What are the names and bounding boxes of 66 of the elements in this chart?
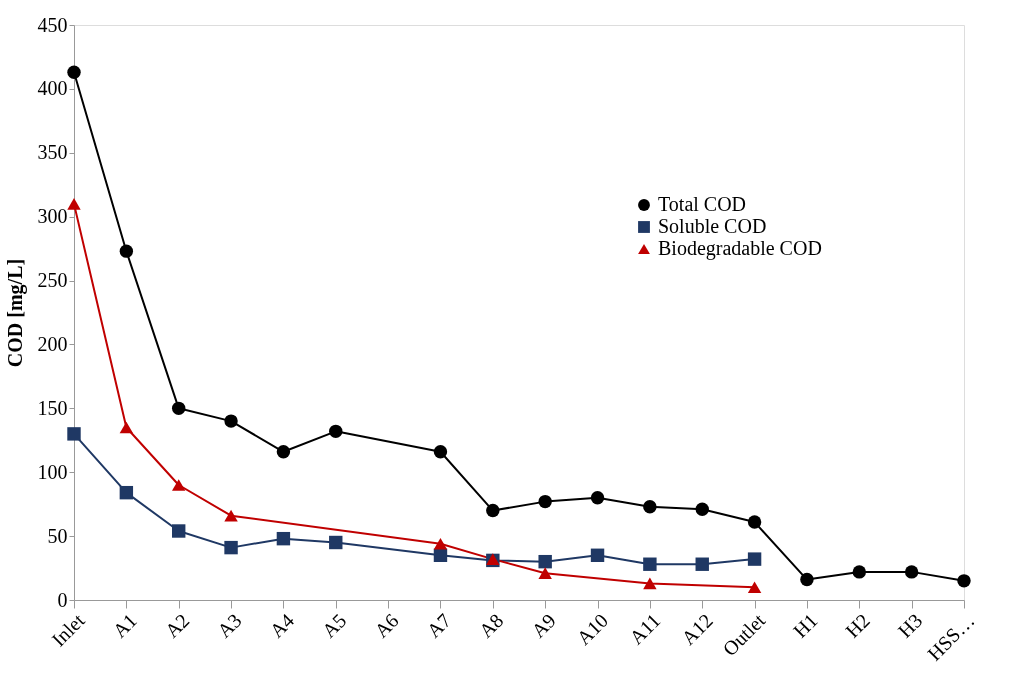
y-tick-label: 100	[37, 460, 68, 483]
point	[276, 445, 291, 459]
point	[224, 509, 238, 522]
point	[67, 65, 81, 79]
point	[904, 565, 919, 579]
y-tick-label: 0	[57, 588, 68, 611]
point	[224, 414, 238, 428]
point	[486, 503, 500, 518]
x-tick-label: A12	[676, 609, 717, 649]
point	[590, 548, 605, 562]
point	[172, 524, 186, 538]
x-tick-label: A7	[422, 609, 456, 642]
x-tick-label: A1	[108, 609, 141, 642]
point	[119, 244, 134, 258]
y-tick-label: 150	[37, 396, 68, 419]
point	[119, 485, 134, 500]
x-tick-label: H1	[788, 609, 822, 642]
point	[329, 535, 343, 550]
point	[172, 401, 186, 416]
x-tick-label: A5	[317, 609, 351, 642]
point	[643, 557, 657, 571]
point	[538, 554, 552, 569]
x-tick-label: A11	[625, 609, 665, 649]
x-tick-label: H2	[841, 609, 874, 642]
point	[224, 540, 238, 555]
point	[590, 491, 605, 505]
point	[643, 577, 657, 590]
point	[957, 574, 971, 588]
point	[538, 494, 552, 509]
point	[538, 567, 552, 579]
point	[747, 581, 762, 594]
x-tick-label: Inlet	[47, 608, 89, 651]
x-tick-label: A10	[572, 609, 613, 649]
x-tick-label: H3	[893, 609, 927, 642]
legend-label: Biodegradable COD	[658, 237, 822, 260]
point	[119, 421, 134, 434]
y-tick-label: 50	[47, 524, 68, 547]
y-axis-title: COD [mg/L]	[3, 258, 27, 368]
point	[433, 537, 448, 550]
point	[747, 552, 762, 566]
x-tick-label: A8	[474, 609, 508, 642]
y-tick-label: 200	[37, 332, 68, 355]
point	[433, 445, 448, 459]
x-tick-label: A9	[526, 609, 560, 642]
point	[747, 515, 762, 529]
point	[800, 572, 814, 587]
y-tick-label: 400	[37, 77, 68, 100]
point	[276, 531, 291, 546]
legend-label: Soluble COD	[658, 215, 767, 237]
point	[695, 557, 709, 571]
y-tick-label: 250	[37, 269, 68, 292]
y-tick-label: 450	[37, 13, 68, 36]
point	[67, 198, 81, 210]
point	[67, 427, 81, 441]
x-tick-label: A4	[265, 609, 299, 642]
y-tick-label: 350	[37, 141, 68, 164]
y-tick-label: 300	[37, 205, 68, 228]
x-tick-label: A6	[369, 609, 403, 642]
x-tick-label: A3	[212, 609, 246, 642]
point	[852, 565, 866, 579]
legend-label: Total COD	[658, 193, 747, 215]
point	[172, 479, 186, 491]
x-tick-label: A2	[160, 609, 194, 642]
point	[643, 500, 657, 514]
point	[695, 502, 709, 516]
point	[329, 424, 343, 439]
